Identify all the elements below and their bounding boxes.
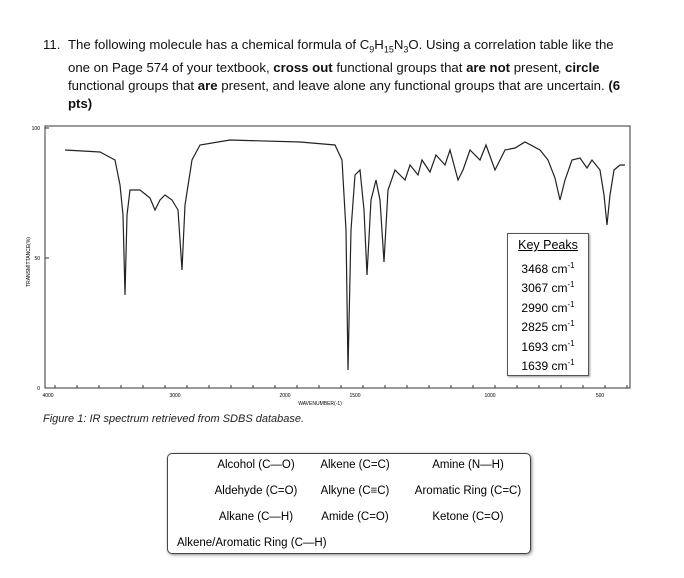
key-peaks: Key Peaks 3468 cm-1 3067 cm-1 2990 cm-1 2825…	[507, 233, 589, 376]
groups-table: Alcohol (C—O) Alkene (C=C) Amine (N—H) Alde…	[167, 453, 531, 554]
bold-text: circle	[565, 59, 600, 75]
functional-group: Alkyne (C≡C)	[320, 485, 390, 497]
bold-text: are	[197, 77, 218, 93]
peak-unit-exp: -1	[567, 358, 575, 367]
question-number: 11.	[43, 37, 61, 52]
peak: 1639 cm-1	[508, 353, 588, 373]
subscript: 3	[403, 44, 409, 55]
text: N	[393, 37, 404, 52]
caption: Figure 1: IR spectrum retrieved from SDB…	[43, 413, 305, 425]
x-tick-label: 1000	[484, 393, 495, 399]
x-tick-label: 4000	[42, 393, 53, 399]
bold-text: are not	[466, 59, 511, 75]
subscript: 15	[383, 44, 394, 55]
y-tick-label: 0	[37, 386, 40, 392]
y-axis-label: TRANSMITTANCE(%)	[26, 237, 32, 287]
peak-unit-exp: -1	[567, 260, 575, 270]
x-tick-label: 3000	[169, 393, 180, 399]
spectrum-line	[64, 139, 625, 371]
functional-group: Alkane (C—H)	[218, 511, 294, 523]
functional-group: Amine (N—H)	[432, 459, 504, 471]
y-tick-label: 50	[34, 256, 40, 262]
functional-group: Amide (C=O)	[321, 511, 389, 523]
peak-unit-exp: -1	[567, 319, 575, 328]
peak-value: 3468 cm	[521, 261, 568, 276]
peak: 2990 cm-1	[508, 295, 588, 315]
x-tick-label: 1500	[349, 393, 360, 399]
functional-group: Ketone (C=O)	[432, 511, 504, 523]
peak-value: 1639 cm	[521, 359, 568, 373]
peak-unit-exp: -1	[567, 299, 575, 309]
text: present,	[510, 59, 566, 75]
question: 11. The following molecule has a chemical…	[43, 36, 628, 113]
peak: 1693 cm-1	[508, 334, 588, 354]
text: functional groups that	[332, 59, 467, 75]
peak-value: 2990 cm	[521, 300, 568, 315]
functional-group: Alkene (C=C)	[320, 459, 390, 471]
text: The following molecule has a chemical fo…	[68, 37, 370, 52]
plot-frame	[44, 125, 631, 389]
functional-group: Aldehyde (C=O)	[214, 485, 298, 497]
peak-value: 1693 cm	[521, 339, 568, 354]
x-axis-label: WAVENUMBER(-1)	[298, 401, 342, 407]
functional-group: Alkene/Aromatic Ring (C—H)	[177, 537, 327, 549]
text: functional groups that	[68, 77, 198, 93]
peak: 3067 cm-1	[508, 275, 588, 295]
peak: 2825 cm-1	[508, 314, 588, 334]
bold-text: cross out	[273, 59, 333, 75]
peak-value: 3067 cm	[521, 281, 568, 295]
peak-value: 2825 cm	[521, 320, 568, 334]
peak-unit-exp: -1	[567, 280, 575, 289]
functional-group: Aromatic Ring (C=C)	[414, 485, 522, 497]
x-tick-label: 500	[596, 393, 605, 399]
peak-unit-exp: -1	[567, 338, 575, 348]
text: O. Using a correlation table like the on…	[68, 37, 614, 75]
text: present, and leave alone any functional …	[217, 77, 609, 93]
functional-group: Alcohol (C—O)	[217, 459, 295, 471]
y-tick-label: 100	[32, 126, 41, 132]
text: H	[374, 37, 384, 52]
bold-text: (6 pts)	[68, 77, 621, 111]
peak: 3468 cm-1	[508, 256, 588, 276]
key-peaks-title: Key Peaks	[518, 238, 578, 252]
subscript: 9	[369, 44, 375, 55]
x-tick-label: 2000	[279, 393, 290, 399]
